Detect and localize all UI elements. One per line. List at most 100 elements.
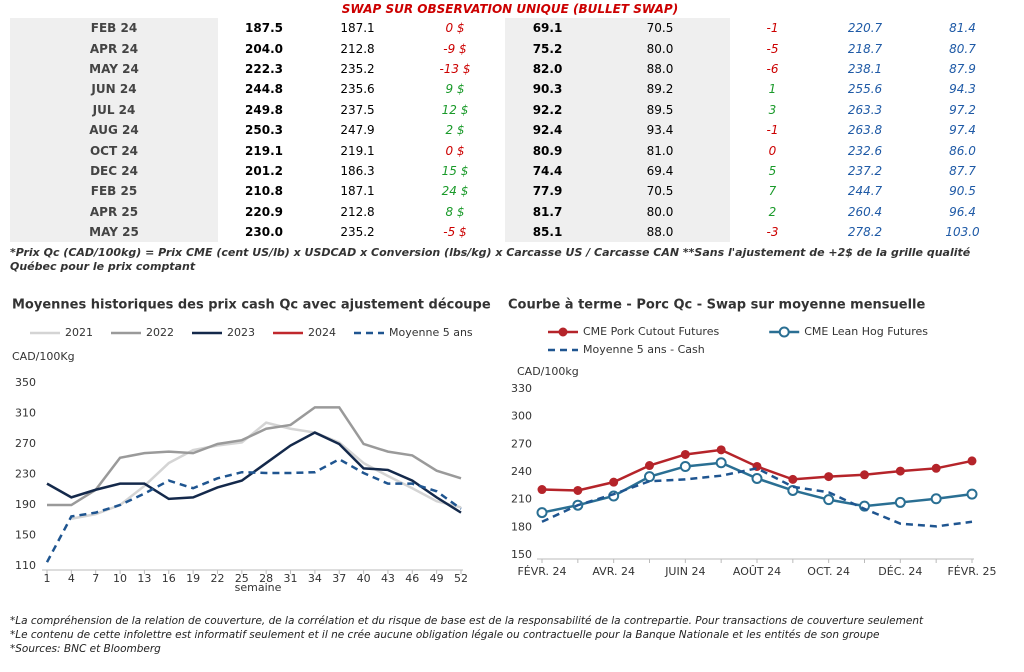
table-cell: 230.0	[245, 225, 283, 240]
x-tick-label: 34	[308, 572, 322, 585]
table-cell: MAY 24	[10, 58, 218, 80]
table-cell: 238.1	[847, 61, 883, 76]
table-cell: FEB 25	[10, 181, 218, 202]
table-cell: 5	[768, 163, 777, 178]
y-axis-label: CAD/100Kg	[12, 350, 75, 363]
x-tick-label: 1	[44, 572, 51, 585]
data-point	[573, 485, 583, 495]
data-point	[609, 477, 619, 487]
table-cell: 232.6	[847, 143, 883, 158]
legend-label: Moyenne 5 ans	[389, 326, 473, 339]
table-cell: 89.5	[590, 99, 730, 120]
data-point	[715, 457, 727, 469]
y-tick-label: 150	[15, 529, 36, 542]
table-cell: 15 $	[441, 163, 469, 178]
table-cell: 0 $	[445, 21, 465, 36]
legend-label: 2022	[146, 326, 174, 339]
table-cell: 81.7	[505, 201, 590, 222]
table-cell: 187.1	[340, 21, 375, 36]
table-cell: JUN 24	[10, 79, 218, 100]
table-cell: 222.3	[245, 61, 283, 76]
table-cell: 263.8	[847, 123, 883, 138]
table-cell: 278.2	[847, 225, 883, 240]
table-cell: 237.5	[340, 102, 375, 117]
table-cell: 80.0	[590, 201, 730, 222]
table-cell: 235.2	[340, 61, 375, 76]
table-cell: 187.1	[340, 184, 375, 199]
y-tick-label: 270	[15, 437, 36, 450]
data-point	[823, 494, 835, 506]
table-cell: 12 $	[441, 102, 469, 117]
table-cell: 70.5	[590, 181, 730, 202]
table-cell: 255.6	[847, 82, 883, 97]
y-tick-label: 310	[15, 407, 36, 420]
series-line	[71, 421, 462, 520]
x-tick-label: OCT. 24	[807, 565, 850, 578]
table-cell: 219.1	[340, 143, 375, 158]
x-tick-label: 19	[186, 572, 200, 585]
table-cell: 103.0	[945, 225, 980, 240]
table-cell: 85.1	[505, 221, 590, 243]
footnote: *Sources: BNC et Bloomberg	[10, 643, 161, 655]
x-tick-label: 16	[162, 572, 176, 585]
x-tick-label: AVR. 24	[592, 565, 635, 578]
table-cell: 74.4	[505, 160, 590, 182]
table-cell: 212.8	[340, 204, 375, 219]
data-point	[645, 461, 654, 471]
table-cell: 96.4	[949, 204, 976, 219]
table-cell: 81.0	[590, 140, 730, 161]
table-cell: 87.7	[949, 163, 976, 178]
table-cell: 80.7	[949, 41, 976, 56]
x-tick-label: 4	[68, 572, 75, 585]
x-tick-label: 25	[235, 572, 249, 585]
y-tick-label: 210	[511, 493, 532, 506]
x-tick-label: 52	[454, 572, 468, 585]
x-tick-label: 37	[332, 572, 346, 585]
table-cell: 94.3	[949, 82, 976, 97]
table-cell: JUL 24	[10, 99, 218, 120]
table-cell: OCT 24	[10, 140, 218, 161]
table-cell: 81.4	[949, 21, 976, 36]
table-cell: 218.7	[847, 41, 883, 56]
x-tick-label: 31	[284, 572, 298, 585]
footnote: *Le contenu de cette infolettre est info…	[10, 629, 880, 641]
table-cell: -13 $	[439, 61, 471, 76]
table-cell: 97.2	[949, 102, 976, 117]
table-cell: 88.0	[590, 58, 730, 80]
data-point	[644, 471, 655, 483]
y-tick-label: 230	[15, 468, 36, 481]
chart-title: Courbe à terme - Porc Qc - Swap sur moye…	[508, 298, 926, 313]
table-cell: 260.4	[847, 204, 883, 219]
x-tick-label: JUIN 24	[664, 565, 705, 578]
table-cell: 237.2	[847, 163, 883, 178]
legend-marker	[558, 327, 568, 337]
table-cell: 77.9	[505, 181, 590, 202]
table-cell: 220.9	[245, 204, 283, 219]
table-cell: 70.5	[590, 18, 730, 39]
legend-label: Moyenne 5 ans - Cash	[583, 343, 705, 356]
data-point	[966, 488, 978, 500]
table-cell: 86.0	[949, 143, 976, 158]
legend-label: 2021	[65, 326, 93, 339]
table-cell: -6	[766, 61, 779, 76]
x-tick-label: 13	[137, 572, 151, 585]
legend-label: 2023	[227, 326, 255, 339]
table-cell: 244.8	[245, 82, 283, 97]
table-cell: DEC 24	[10, 160, 218, 182]
table-cell: 88.0	[590, 221, 730, 243]
table-cell: 9 $	[445, 82, 465, 97]
legend-label: CME Pork Cutout Futures	[583, 325, 719, 338]
table-cell: 7	[768, 184, 777, 199]
charts: Moyennes historiques des prix cash Qc av…	[12, 298, 997, 595]
table-cell: 97.4	[949, 123, 976, 138]
legend-label: 2024	[308, 326, 336, 339]
table-cell: 247.9	[340, 123, 375, 138]
table-cell: 219.1	[245, 143, 283, 158]
swap-table: SWAP SUR OBSERVATION UNIQUE (BULLET SWAP…	[10, 0, 1010, 243]
notes: *Prix Qc (CAD/100kg) = Prix CME (cent US…	[10, 246, 971, 273]
table-cell: 69.4	[590, 160, 730, 182]
data-point	[824, 472, 834, 482]
table-cell: 220.7	[847, 21, 883, 36]
table-cell: 90.3	[505, 79, 590, 100]
